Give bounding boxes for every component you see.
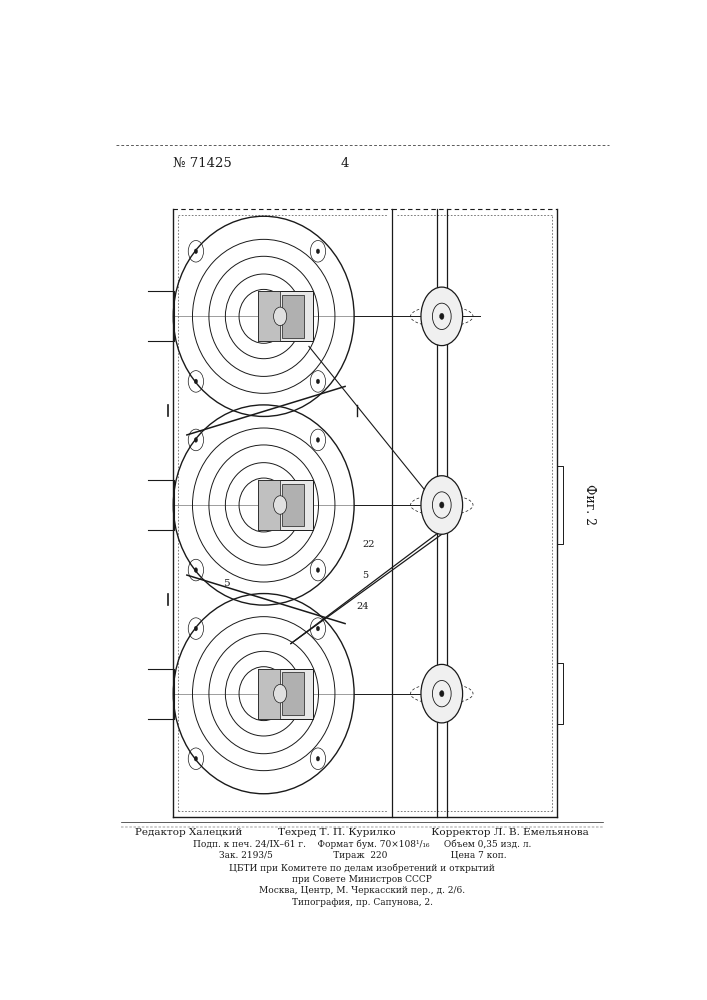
Text: при Совете Министров СССР: при Совете Министров СССР: [293, 875, 432, 884]
Text: 4: 4: [341, 157, 349, 170]
Circle shape: [316, 568, 320, 572]
Circle shape: [316, 626, 320, 631]
Circle shape: [316, 379, 320, 384]
Circle shape: [274, 684, 287, 703]
Text: 5: 5: [223, 579, 229, 588]
Bar: [281, 484, 304, 526]
Circle shape: [440, 313, 444, 319]
Circle shape: [194, 626, 197, 631]
Text: 24: 24: [357, 602, 369, 611]
Circle shape: [194, 249, 197, 254]
Circle shape: [440, 502, 444, 508]
Bar: [258, 480, 313, 530]
Circle shape: [274, 496, 287, 514]
Circle shape: [194, 756, 197, 761]
Bar: [258, 291, 281, 341]
Circle shape: [421, 476, 462, 534]
Text: Москва, Центр, М. Черкасский пер., д. 2/6.: Москва, Центр, М. Черкасский пер., д. 2/…: [259, 886, 465, 895]
Text: Фиг. 2: Фиг. 2: [583, 485, 596, 526]
Circle shape: [421, 664, 462, 723]
Bar: [258, 669, 313, 719]
Bar: [281, 672, 304, 715]
Circle shape: [194, 438, 197, 442]
Text: 5: 5: [363, 571, 368, 580]
Text: Зак. 2193/5                     Тираж  220                      Цена 7 коп.: Зак. 2193/5 Тираж 220 Цена 7 коп.: [218, 852, 506, 860]
Text: 22: 22: [363, 540, 375, 549]
Circle shape: [194, 379, 197, 384]
Circle shape: [316, 756, 320, 761]
Bar: [258, 480, 281, 530]
Circle shape: [316, 438, 320, 442]
Text: № 71425: № 71425: [173, 157, 232, 170]
Text: Подп. к печ. 24/IX–61 г.    Формат бум. 70×108¹/₁₆     Объем 0,35 изд. л.: Подп. к печ. 24/IX–61 г. Формат бум. 70×…: [193, 840, 532, 849]
Circle shape: [440, 691, 444, 697]
Text: Типография, пр. Сапунова, 2.: Типография, пр. Сапунова, 2.: [292, 898, 433, 907]
Text: ЦБТИ при Комитете по делам изобретений и открытий: ЦБТИ при Комитете по делам изобретений и…: [229, 863, 496, 873]
Bar: [281, 295, 304, 338]
Text: Редактор Халецкий           Техред Т. П. Курилко           Корректор Л. В. Емель: Редактор Халецкий Техред Т. П. Курилко К…: [136, 828, 589, 837]
Circle shape: [274, 307, 287, 326]
Circle shape: [194, 568, 197, 572]
Bar: [258, 291, 313, 341]
Bar: [258, 669, 281, 719]
Circle shape: [316, 249, 320, 254]
Circle shape: [421, 287, 462, 346]
